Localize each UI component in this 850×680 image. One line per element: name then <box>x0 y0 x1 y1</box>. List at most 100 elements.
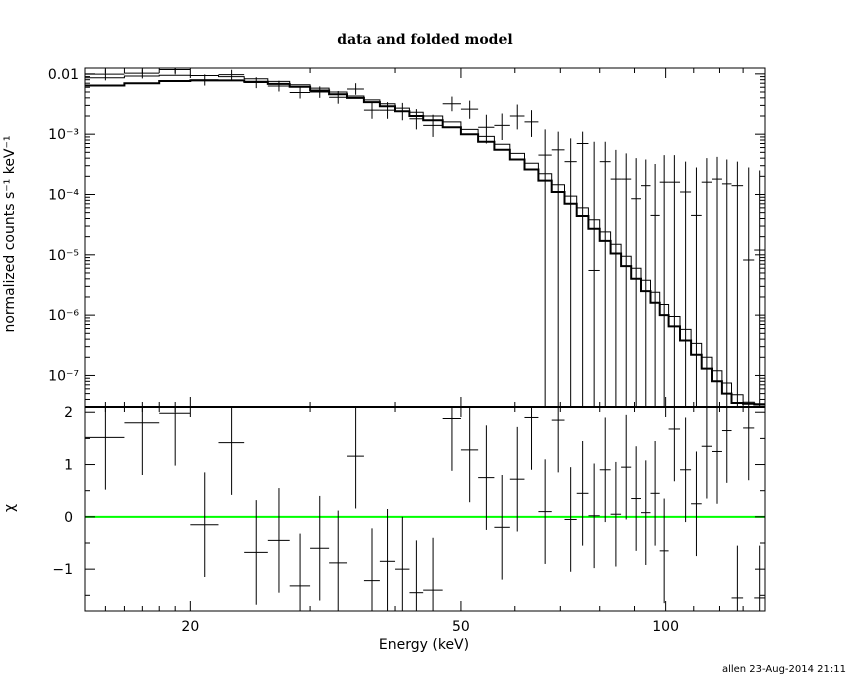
top-panel-plot-area <box>85 68 765 407</box>
top-data-point <box>538 129 552 407</box>
bottom-y-tick-label: 2 <box>64 405 73 421</box>
top-data-point <box>190 74 219 86</box>
top-data-point <box>551 131 565 407</box>
top-data-point <box>721 159 732 407</box>
top-y-tick-label: 10⁻⁵ <box>48 248 79 264</box>
top-data-point <box>659 155 669 407</box>
residual-data-point <box>190 472 219 577</box>
x-tick-labels: 20 50 100 <box>181 619 679 635</box>
residual-data-point <box>423 537 443 611</box>
residual-data-point <box>701 407 712 499</box>
axis-ticks-group <box>84 68 766 611</box>
residual-data-point <box>509 426 525 532</box>
residual-data-point <box>124 407 160 475</box>
residual-data-point <box>409 540 424 611</box>
top-data-point <box>85 69 125 81</box>
residual-data-point <box>691 451 702 557</box>
residual-data-point <box>650 441 660 546</box>
bottom-y-axis-label: χ <box>2 504 18 512</box>
top-y-tick-label: 0.01 <box>48 67 79 83</box>
residual-data-point <box>218 407 245 495</box>
residual-data-point <box>659 498 669 604</box>
residual-data-point <box>347 407 364 509</box>
top-data-point <box>494 113 510 141</box>
residual-data-point <box>588 463 600 569</box>
top-data-point <box>621 153 632 407</box>
residual-data-point <box>159 407 191 466</box>
residual-data-point <box>363 528 380 611</box>
top-data-point <box>576 131 589 407</box>
residual-data-point <box>551 407 565 473</box>
bottom-y-tick-label: 0 <box>64 510 73 526</box>
top-data-point <box>289 86 311 99</box>
top-data-point <box>379 102 396 119</box>
x-axis-label: Energy (keV) <box>379 637 469 653</box>
residual-data-point <box>524 407 539 470</box>
top-data-point <box>610 149 622 407</box>
residual-data-point <box>494 475 510 580</box>
residual-data-point <box>379 509 396 611</box>
model-curve-thick <box>85 79 765 406</box>
top-data-point <box>124 69 160 79</box>
top-data-point <box>588 141 600 407</box>
residual-data-point <box>478 425 495 530</box>
residual-data-point <box>329 510 348 611</box>
top-y-tick-label: 10⁻⁴ <box>48 187 79 203</box>
top-data-point <box>650 164 660 407</box>
top-data-point <box>347 83 364 95</box>
residual-data-point <box>743 407 755 481</box>
top-data-point <box>310 86 330 98</box>
top-data-point <box>564 138 577 407</box>
bottom-y-tick-label: −1 <box>52 562 73 578</box>
top-data-point <box>409 109 424 130</box>
residual-data-point <box>621 414 632 520</box>
bottom-y-tick-label: 1 <box>64 458 73 474</box>
top-y-tick-label: 10⁻⁶ <box>48 308 79 324</box>
x-tick-label: 20 <box>181 619 199 635</box>
residual-data-point <box>631 446 642 551</box>
top-data-point <box>641 159 651 407</box>
bottom-y-tick-labels: 2 1 0 −1 <box>52 405 73 578</box>
top-data-point <box>731 161 744 407</box>
top-data-point <box>711 156 722 407</box>
top-y-tick-label: 10⁻³ <box>48 127 79 143</box>
residual-data-point <box>731 545 744 611</box>
residual-data-point <box>754 545 765 611</box>
residual-data-point <box>289 533 311 611</box>
residual-data-point <box>576 441 589 546</box>
residual-data-point <box>395 516 410 611</box>
residual-data-point <box>610 461 622 567</box>
top-data-point <box>244 77 268 89</box>
top-data-point <box>329 90 348 104</box>
x-tick-label: 100 <box>652 619 679 635</box>
top-data-point <box>599 141 611 407</box>
top-data-point <box>395 102 410 121</box>
residual-data-point <box>599 417 611 523</box>
top-y-tick-label: 10⁻⁷ <box>48 368 79 384</box>
top-data-point <box>680 161 692 407</box>
residual-data-point <box>641 460 651 565</box>
residual-data-point <box>680 417 692 523</box>
residual-data-point <box>442 407 461 471</box>
top-data-point <box>423 114 443 137</box>
residual-data-point <box>267 488 290 593</box>
residual-data-point <box>460 407 479 503</box>
residual-data-point <box>244 500 268 605</box>
top-data-point <box>363 102 380 119</box>
footer-stamp: allen 23-Aug-2014 21:11 <box>722 664 846 675</box>
residual-data-point <box>538 459 552 564</box>
residual-data-point <box>85 407 125 490</box>
residual-data-point <box>711 407 722 504</box>
top-panel-frame <box>84 67 766 408</box>
residual-data-point <box>564 467 577 572</box>
top-data-point <box>442 96 461 112</box>
top-data-points-group <box>85 68 765 407</box>
top-data-point <box>701 158 712 407</box>
residual-data-point <box>721 407 732 483</box>
bottom-panel-frame <box>84 406 766 612</box>
x-tick-label: 50 <box>452 619 470 635</box>
residual-data-point <box>310 495 330 601</box>
residual-data-points-group <box>85 407 765 611</box>
bottom-panel-plot-area <box>85 407 765 611</box>
